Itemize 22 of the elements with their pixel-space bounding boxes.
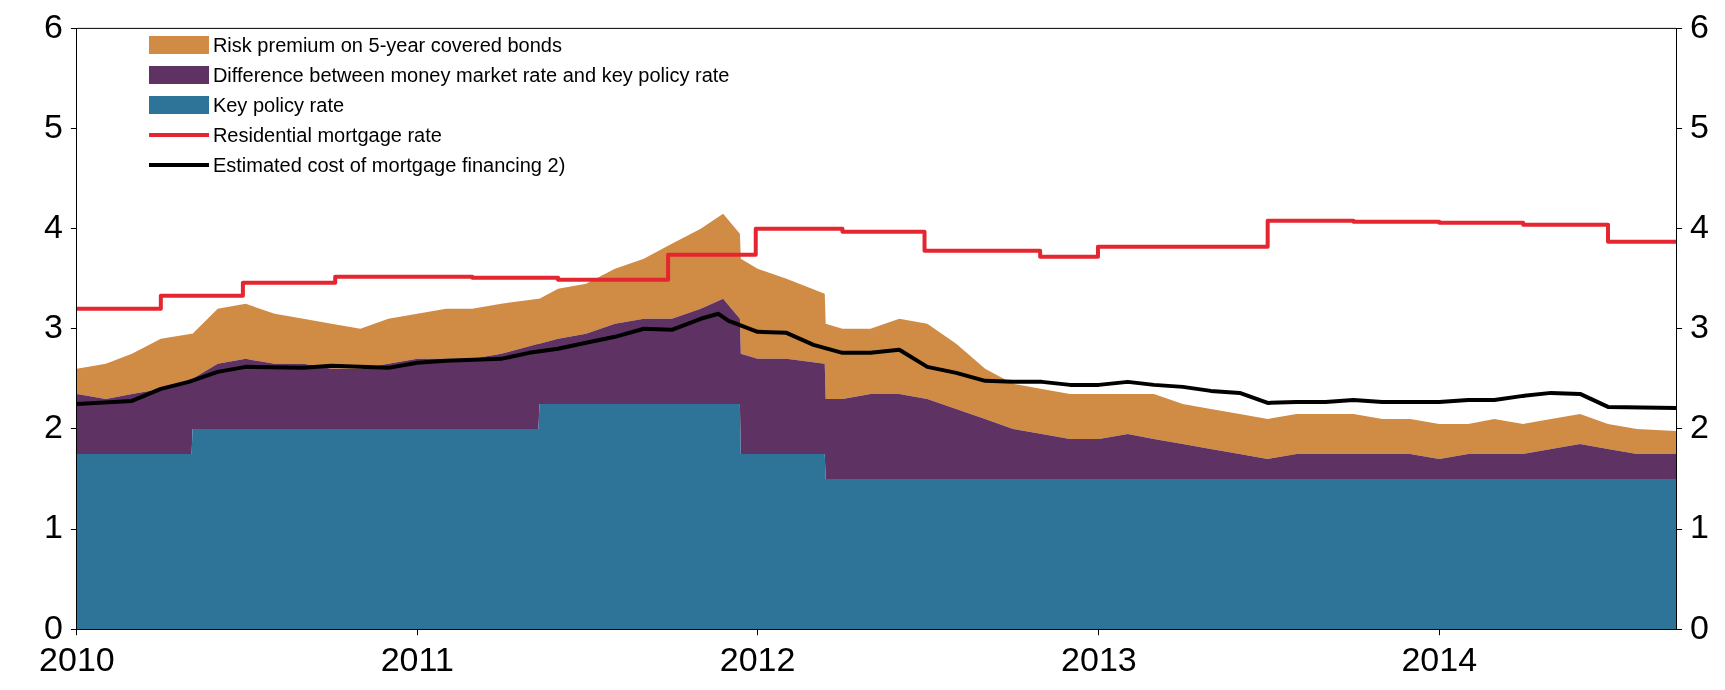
y-tick-label: 1 bbox=[43, 507, 63, 546]
legend-label: Residential mortgage rate bbox=[212, 123, 442, 149]
y-tick-label: 4 bbox=[43, 207, 63, 246]
x-tick-label: 2013 bbox=[1061, 639, 1137, 678]
x-tick-label: 2012 bbox=[719, 639, 796, 678]
y-tick-label: 2 bbox=[43, 407, 63, 446]
y-tick-label: 5 bbox=[43, 106, 63, 145]
legend-label: Risk premium on 5-year covered bonds bbox=[212, 33, 562, 59]
x-tick-label: 2014 bbox=[1401, 639, 1478, 678]
y2-tick-label: 0 bbox=[1690, 607, 1710, 646]
y2-tick-label: 3 bbox=[1690, 307, 1710, 346]
y-tick-label: 6 bbox=[43, 6, 63, 45]
legend-label: Estimated cost of mortgage financing 2) bbox=[212, 153, 566, 179]
y2-tick-label: 2 bbox=[1690, 407, 1710, 446]
y2-tick-label: 6 bbox=[1690, 6, 1710, 45]
x-tick-label: 2011 bbox=[380, 639, 454, 678]
y2-tick-label: 1 bbox=[1690, 507, 1710, 546]
legend-label: Difference between money market rate and key policy rate bbox=[212, 63, 730, 89]
y-tick-label: 3 bbox=[43, 307, 63, 346]
y2-tick-label: 5 bbox=[1690, 106, 1710, 145]
legend-label: Key policy rate bbox=[212, 93, 345, 119]
y2-tick-label: 4 bbox=[1690, 207, 1710, 246]
